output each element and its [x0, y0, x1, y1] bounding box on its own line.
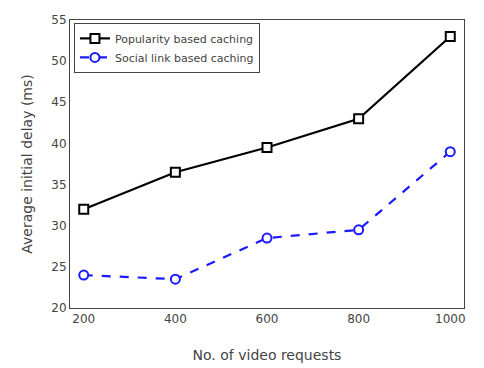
svg-text:800: 800 [347, 312, 370, 326]
svg-text:30: 30 [51, 219, 66, 233]
svg-text:20: 20 [51, 301, 66, 315]
svg-text:25: 25 [51, 260, 66, 274]
svg-text:400: 400 [164, 312, 187, 326]
svg-text:600: 600 [256, 312, 279, 326]
svg-text:No. of video requests: No. of video requests [193, 347, 342, 363]
svg-text:200: 200 [72, 312, 95, 326]
svg-text:35: 35 [51, 178, 66, 192]
svg-text:50: 50 [51, 54, 66, 68]
svg-text:45: 45 [51, 95, 66, 109]
svg-text:40: 40 [51, 137, 66, 151]
svg-text:1000: 1000 [435, 312, 466, 326]
svg-text:Average initial delay (ms): Average initial delay (ms) [19, 74, 35, 253]
svg-text:Popularity based caching: Popularity based caching [115, 33, 253, 46]
svg-text:55: 55 [51, 13, 66, 27]
svg-text:Social link based caching: Social link based caching [115, 52, 254, 65]
